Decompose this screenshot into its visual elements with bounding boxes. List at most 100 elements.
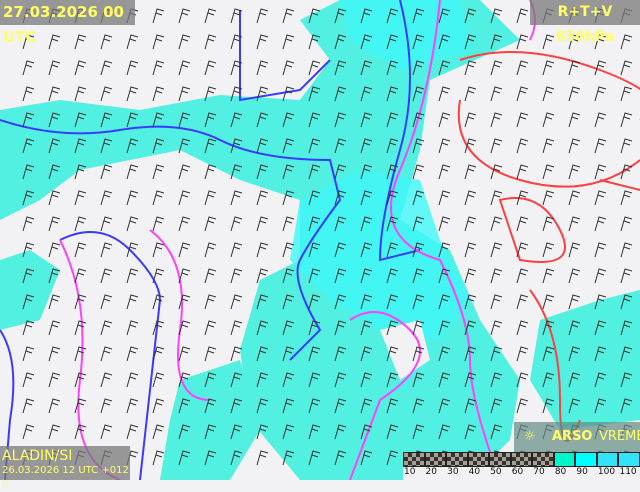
- wind-barb: [308, 8, 321, 24]
- wind-barb: [334, 372, 347, 388]
- wind-barb: [308, 242, 321, 258]
- wind-barb: [282, 164, 295, 180]
- wind-barb: [412, 294, 425, 310]
- isotherms: [0, 0, 640, 480]
- wind-barb: [490, 294, 503, 310]
- wind-barb: [282, 34, 295, 50]
- wind-barb: [516, 86, 529, 102]
- legend-label: 10: [404, 467, 416, 477]
- wind-barb: [594, 268, 607, 284]
- wind-barb: [126, 424, 139, 440]
- wind-barb: [48, 372, 61, 388]
- wind-barb: [542, 34, 555, 50]
- wind-barb: [178, 346, 191, 362]
- wind-barb: [438, 320, 451, 336]
- wind-barb: [360, 372, 373, 388]
- wind-barb: [230, 216, 243, 232]
- wind-barb: [230, 346, 243, 362]
- wind-barb: [360, 294, 373, 310]
- wind-barb: [516, 8, 529, 24]
- wind-barb: [308, 268, 321, 284]
- wind-barb: [22, 216, 35, 232]
- wind-barb: [74, 294, 87, 310]
- wind-barb: [620, 112, 633, 128]
- wind-barb: [48, 34, 61, 50]
- wind-barb: [48, 268, 61, 284]
- wind-barb: [438, 424, 451, 440]
- wind-barb: [412, 34, 425, 50]
- wind-barb: [100, 112, 113, 128]
- wind-barb: [490, 424, 503, 440]
- wind-barb: [204, 216, 217, 232]
- legend-label: 80: [554, 467, 567, 477]
- wind-barb: [360, 242, 373, 258]
- wind-barb: [620, 294, 633, 310]
- wind-barb: [438, 86, 451, 102]
- product-label: R+T+V 850hPa: [530, 0, 640, 45]
- wind-barb: [490, 320, 503, 336]
- wind-barb: [230, 268, 243, 284]
- wind-barb: [152, 398, 165, 414]
- wind-barb: [204, 346, 217, 362]
- wind-barb: [542, 346, 555, 362]
- wind-barb: [594, 294, 607, 310]
- isotherm-warm: [459, 51, 640, 120]
- wind-barb: [620, 398, 633, 414]
- wind-barb: [334, 112, 347, 128]
- wind-barb: [490, 242, 503, 258]
- wind-barb: [282, 216, 295, 232]
- wind-barb: [516, 268, 529, 284]
- isotherm-cold: [378, 0, 421, 262]
- wind-barb: [22, 112, 35, 128]
- wind-barb: [204, 164, 217, 180]
- wind-barb: [568, 190, 581, 206]
- wind-barb: [256, 268, 269, 284]
- wind-barb: [48, 86, 61, 102]
- wind-barb: [568, 268, 581, 284]
- wind-barb: [204, 34, 217, 50]
- wind-barb: [256, 346, 269, 362]
- wind-barb: [594, 164, 607, 180]
- brand-name-light: VREME: [599, 429, 640, 444]
- wind-barb: [568, 86, 581, 102]
- wind-barb: [464, 8, 477, 24]
- wind-barb: [516, 372, 529, 388]
- wind-barb: [126, 86, 139, 102]
- wind-barb: [490, 190, 503, 206]
- wind-barb: [412, 320, 425, 336]
- wind-barb: [152, 450, 165, 466]
- wind-barb: [490, 8, 503, 24]
- wind-barb: [74, 398, 87, 414]
- wind-barb: [126, 190, 139, 206]
- wind-barb: [48, 216, 61, 232]
- isotherm-warm: [599, 179, 640, 191]
- wind-barb: [100, 86, 113, 102]
- wind-barb: [178, 294, 191, 310]
- wind-barb: [464, 398, 477, 414]
- wind-barb: [152, 60, 165, 76]
- wind-barb: [178, 164, 191, 180]
- wind-barb: [490, 372, 503, 388]
- wind-barb: [308, 60, 321, 76]
- wind-barb: [178, 320, 191, 336]
- wind-barb: [594, 60, 607, 76]
- wind-barb: [438, 242, 451, 258]
- wind-barb: [438, 294, 451, 310]
- wind-barb: [594, 112, 607, 128]
- wind-barb: [438, 60, 451, 76]
- wind-barb: [100, 138, 113, 154]
- wind-barb: [100, 60, 113, 76]
- wind-barb: [490, 346, 503, 362]
- wind-barb: [490, 138, 503, 154]
- wind-barbs: [22, 8, 633, 466]
- wind-barb: [542, 242, 555, 258]
- weather-map: [0, 0, 640, 480]
- wind-barb: [230, 242, 243, 258]
- wind-barb: [360, 190, 373, 206]
- isotherm-cold: [59, 231, 162, 480]
- legend-label: 40: [468, 467, 481, 477]
- wind-barb: [152, 294, 165, 310]
- wind-barb: [74, 190, 87, 206]
- wind-barb: [594, 138, 607, 154]
- wind-barb: [282, 320, 295, 336]
